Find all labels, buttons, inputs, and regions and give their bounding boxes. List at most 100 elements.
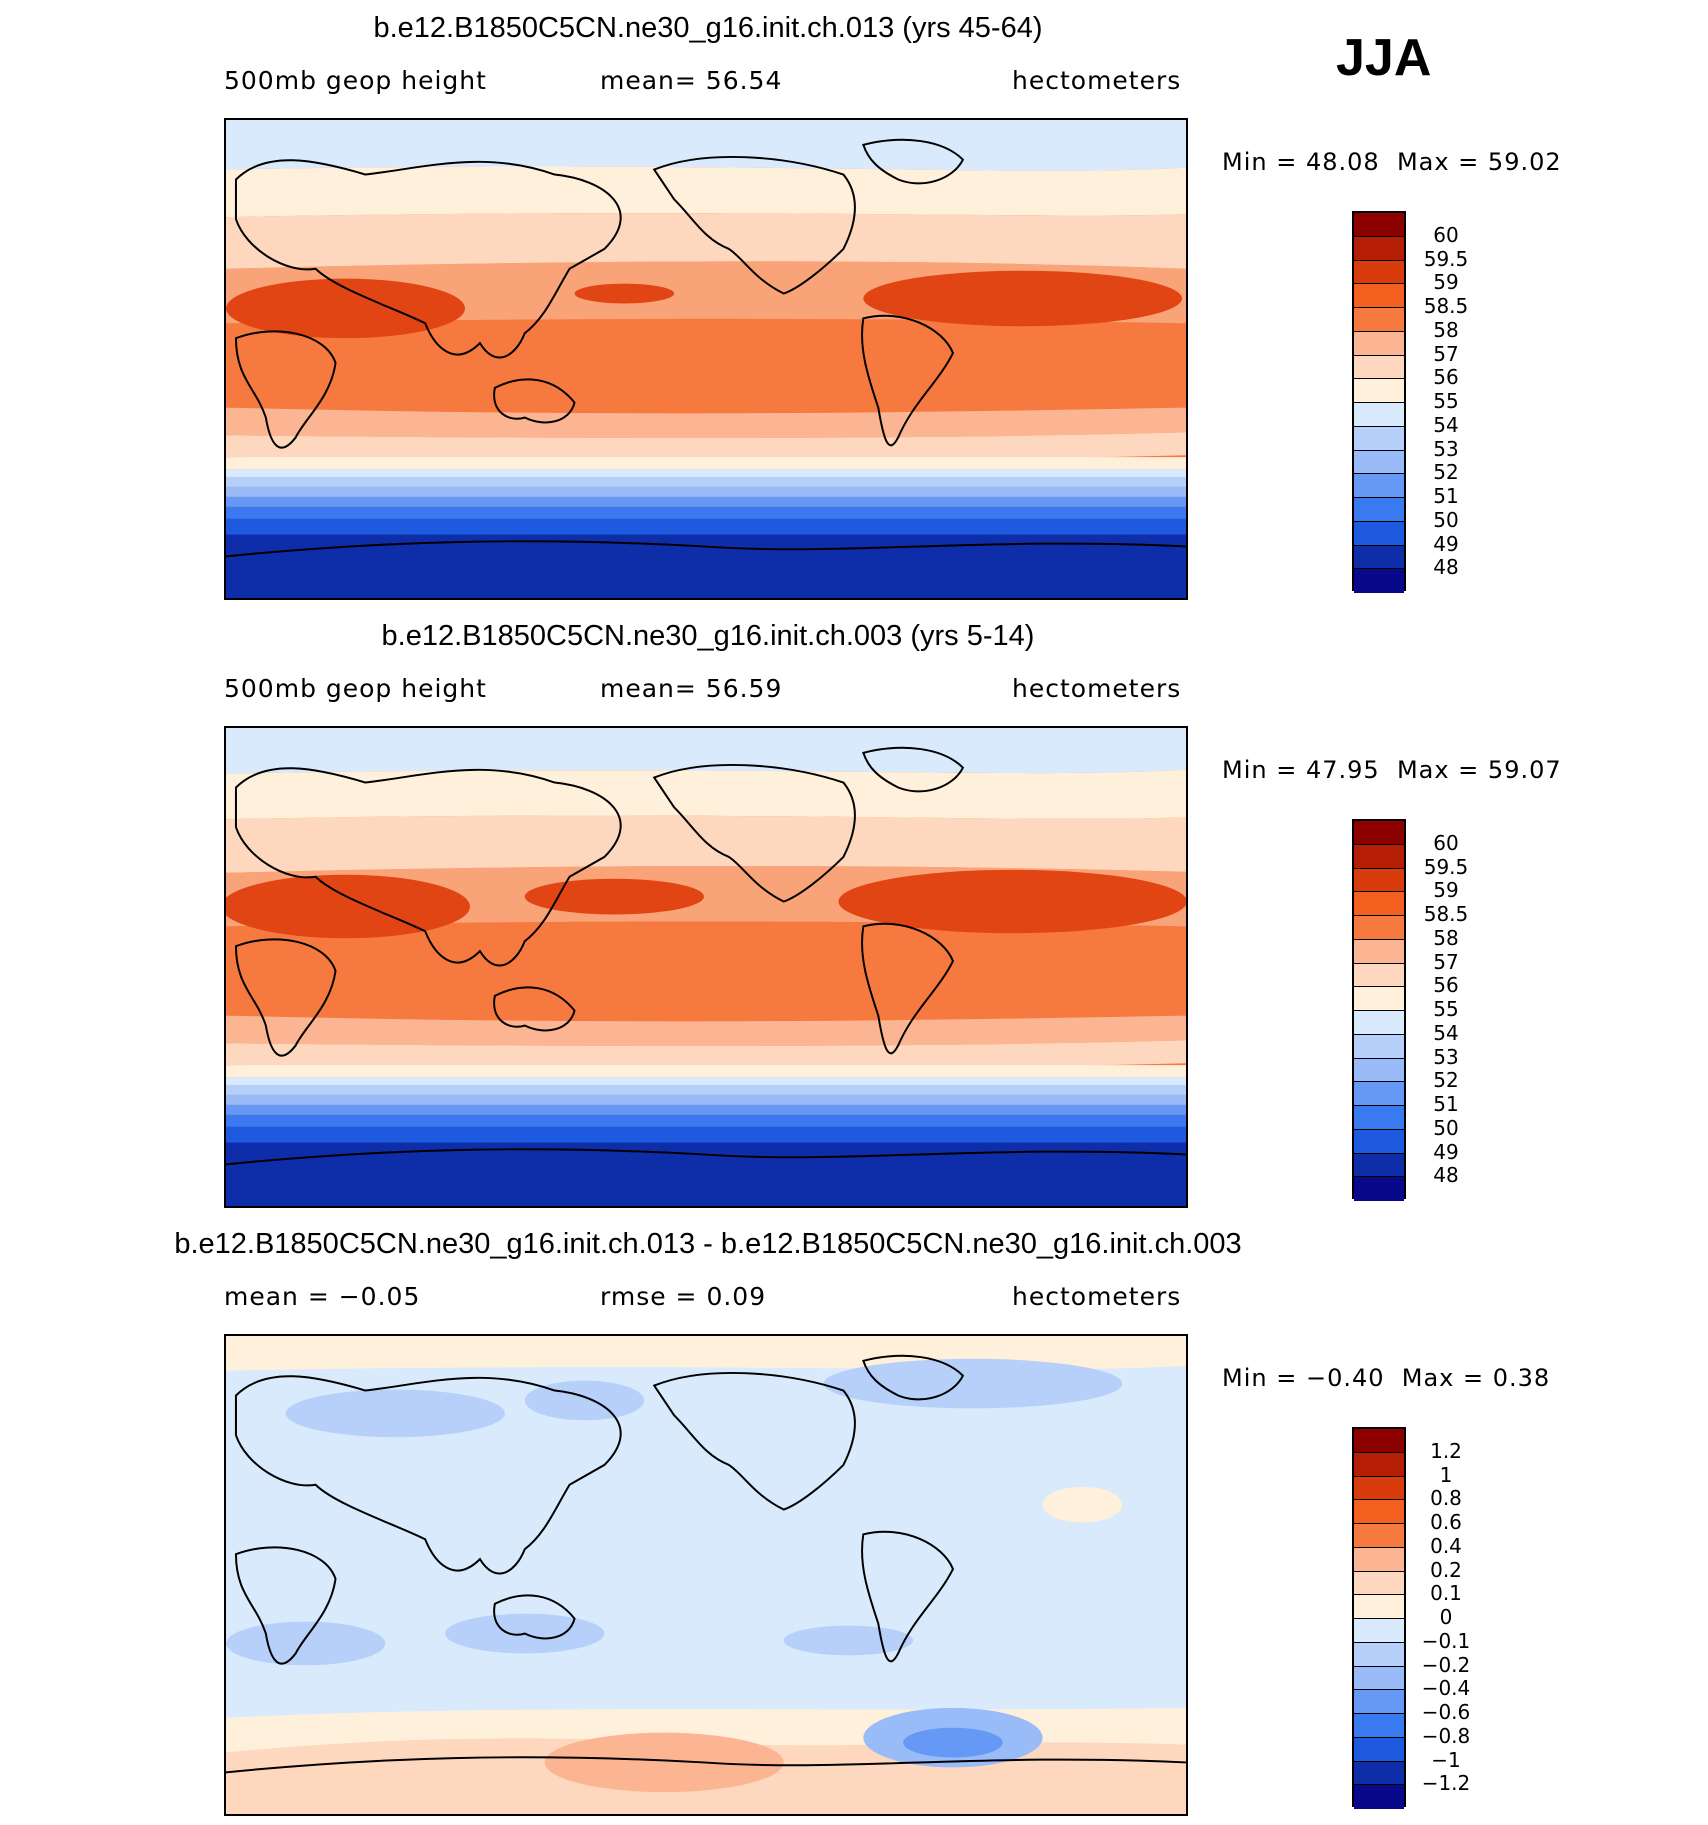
legend-label: 0.1 [1430, 1581, 1462, 1606]
legend-label: 58.5 [1423, 902, 1469, 926]
legend-label: 57 [1433, 949, 1459, 974]
band-south-53 [226, 1085, 1186, 1095]
panel-1-variable-label: 500mb geop height [224, 66, 487, 95]
south-america-coast [861, 314, 955, 447]
high-africa [226, 874, 470, 939]
legend-label: 55 [1433, 389, 1459, 413]
legend-label: 0 [1439, 1605, 1453, 1629]
band-south-50 [226, 506, 1186, 519]
high-pacific [574, 283, 675, 304]
legend-label: −0.4 [1421, 1676, 1471, 1701]
band-south-48 [226, 1142, 1186, 1206]
legend-label: 54 [1433, 412, 1459, 437]
legend-swatch [1354, 844, 1404, 869]
band-south-50 [226, 1114, 1186, 1127]
panel-2-mean-label: mean= 56.59 [600, 674, 783, 703]
panel-3-mean-label: mean = −0.05 [224, 1282, 421, 1311]
legend-swatch [1354, 1082, 1404, 1106]
legend-swatch [1354, 1429, 1404, 1453]
legend-label: 58 [1433, 925, 1459, 950]
legend-swatch [1354, 569, 1404, 593]
south-america-coast [861, 1530, 955, 1663]
antarctica-coast [226, 1148, 1186, 1166]
north-america-coast [652, 156, 856, 295]
legend-swatch [1354, 403, 1404, 427]
coastlines [226, 746, 1186, 1166]
pos-blob-south [544, 1732, 784, 1793]
legend-swatch [1354, 545, 1404, 570]
panel-1-minmax: Min = 48.08 Max = 59.02 [1222, 148, 1562, 176]
legend-label: 1 [1439, 1462, 1453, 1487]
australia-coast [493, 986, 576, 1032]
legend-label: 0.8 [1430, 1486, 1462, 1511]
panel-2-variable-label: 500mb geop height [224, 674, 487, 703]
panel-3-title: b.e12.B1850C5CN.ne30_g16.init.ch.013 - b… [174, 1228, 1242, 1260]
panel-2-map-svg [226, 728, 1186, 1206]
legend-swatch [1354, 1619, 1404, 1643]
legend-swatch [1354, 1500, 1404, 1524]
band-north-55 [226, 769, 1186, 820]
legend-label: −0.2 [1421, 1652, 1471, 1677]
legend-swatch [1354, 1595, 1404, 1619]
band-south-54 [226, 1077, 1186, 1086]
legend-label: 0.2 [1430, 1557, 1462, 1582]
panel-2-units-label: hectometers [1012, 674, 1182, 703]
legend-label: 0.4 [1430, 1533, 1462, 1558]
coastlines [226, 1354, 1186, 1774]
band-south-56 [226, 432, 1186, 461]
legend-swatch [1354, 1452, 1404, 1477]
legend-swatch [1354, 1058, 1404, 1083]
band-south-57 [226, 407, 1186, 439]
legend-label: 54 [1433, 1020, 1459, 1045]
legend-swatch [1354, 1177, 1404, 1201]
eurasia-coast [234, 159, 622, 359]
legend-swatch [1354, 1642, 1404, 1667]
panel-3-legend-labels: 1.2 1 0.8 0.6 0.4 0.2 0.1 0 −0.1 −0.2 −0… [1416, 1427, 1476, 1807]
panel-2: b.e12.B1850C5CN.ne30_g16.init.ch.003 (yr… [0, 608, 1708, 1216]
legend-swatch [1354, 213, 1404, 237]
legend-swatch [1354, 1011, 1404, 1035]
antarctica-coast [226, 540, 1186, 558]
panel-2-legend-labels: 60 59.5 59 58.5 58 57 56 55 54 53 52 51 … [1416, 819, 1476, 1199]
pos-blob-atlantic [1042, 1486, 1123, 1523]
legend-label: 59 [1433, 878, 1459, 903]
legend-swatch [1354, 963, 1404, 988]
legend-swatch [1354, 892, 1404, 916]
legend-swatch [1354, 1153, 1404, 1178]
legend-label: 58.5 [1423, 294, 1469, 318]
south-america-coast [861, 922, 955, 1055]
legend-swatch [1354, 1547, 1404, 1572]
legend-label: 50 [1433, 507, 1459, 532]
legend-label: 1.2 [1430, 1438, 1462, 1463]
panel-2-title: b.e12.B1850C5CN.ne30_g16.init.ch.003 (yr… [381, 620, 1035, 652]
panel-3-minmax: Min = −0.40 Max = 0.38 [1222, 1364, 1550, 1392]
panel-1-mean-label: mean= 56.54 [600, 66, 783, 95]
coastlines [226, 138, 1186, 558]
legend-label: 57 [1433, 341, 1459, 366]
greenland-coast [862, 1354, 965, 1401]
band-south-55 [226, 457, 1186, 470]
panel-3-map [224, 1334, 1188, 1816]
legend-swatch [1354, 821, 1404, 845]
panel-3-legend-bar [1352, 1427, 1406, 1809]
legend-label: 52 [1433, 1068, 1459, 1093]
band-north-54 [226, 120, 1186, 171]
legend-swatch [1354, 1034, 1404, 1059]
panel-3-units-label: hectometers [1012, 1282, 1182, 1311]
legend-swatch [1354, 284, 1404, 308]
legend-swatch [1354, 916, 1404, 940]
legend-label: 59 [1433, 270, 1459, 295]
legend-swatch [1354, 498, 1404, 522]
panel-1-title: b.e12.B1850C5CN.ne30_g16.init.ch.013 (yr… [373, 12, 1043, 44]
band-south-51 [226, 1104, 1186, 1115]
band-south-49 [226, 518, 1186, 535]
legend-swatch [1354, 1785, 1404, 1809]
legend-swatch [1354, 1737, 1404, 1762]
legend-swatch [1354, 1690, 1404, 1714]
high-atlantic [863, 270, 1183, 327]
panel-1-map-svg [226, 120, 1186, 598]
high-pacific [524, 878, 705, 915]
antarctica-coast [226, 1756, 1186, 1774]
season-label: JJA [1336, 29, 1432, 87]
panel-3: b.e12.B1850C5CN.ne30_g16.init.ch.013 - b… [0, 1216, 1708, 1824]
